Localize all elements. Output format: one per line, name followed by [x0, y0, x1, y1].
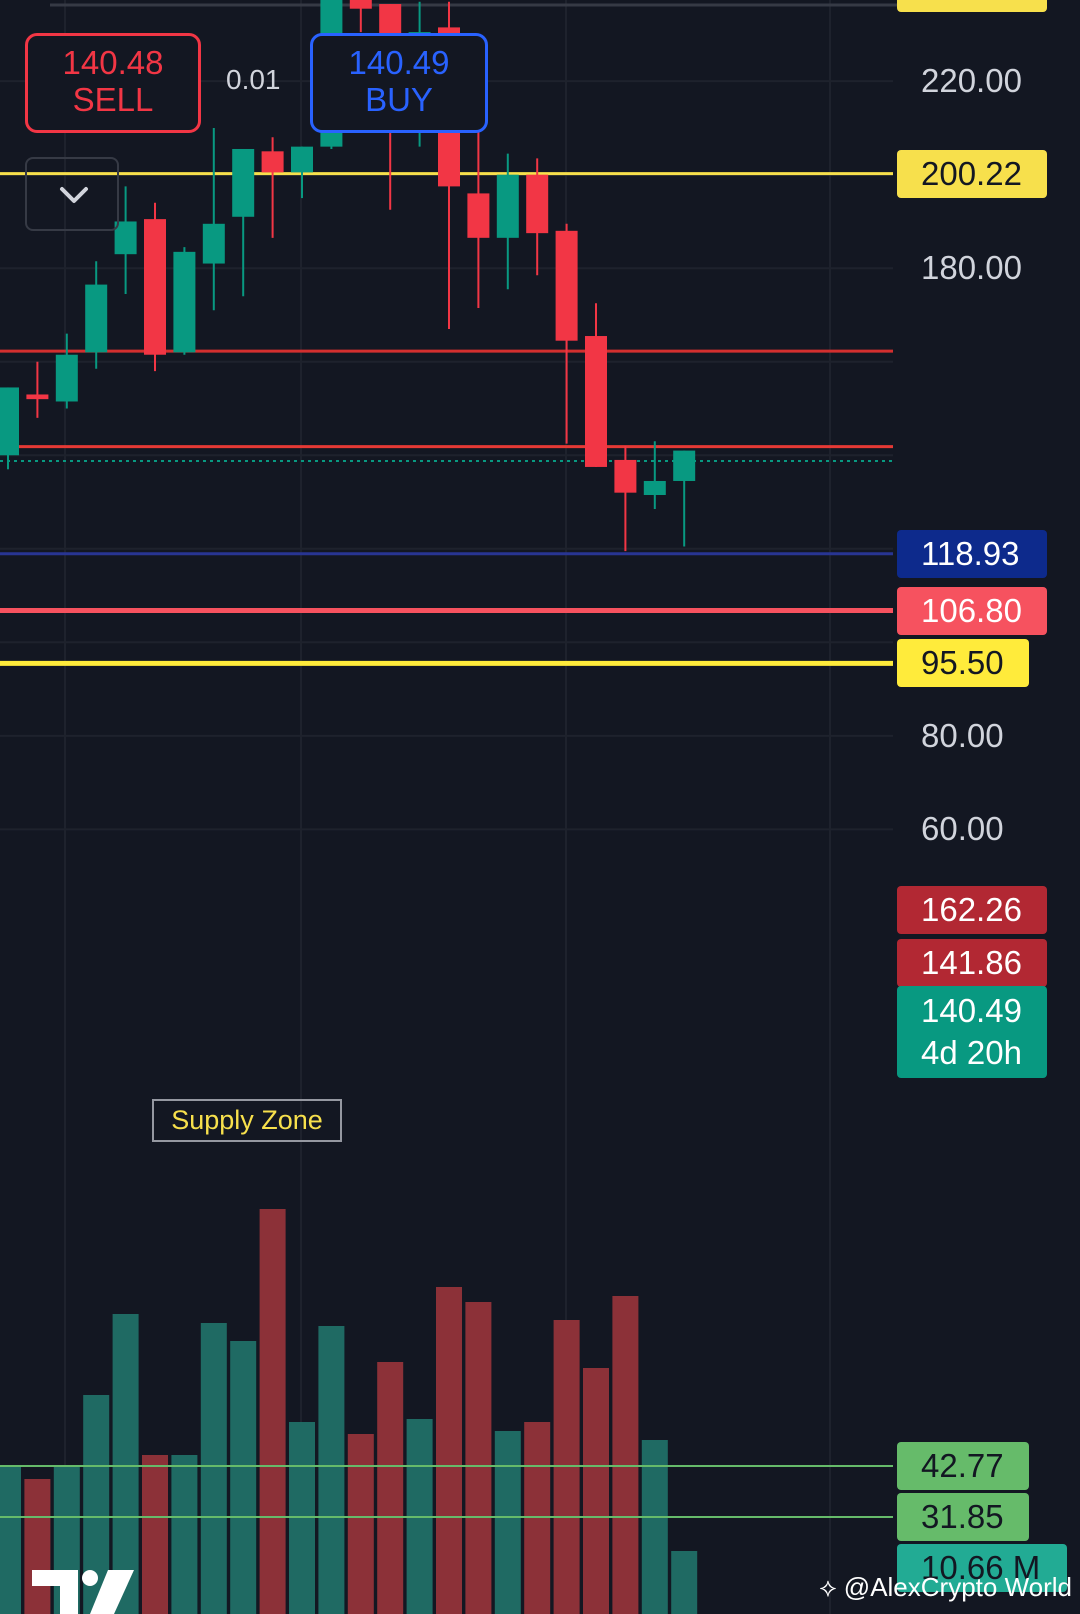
candle-body: [26, 394, 49, 400]
volume-bar: [142, 1455, 168, 1614]
candle-body: [261, 151, 284, 173]
level-price-badge: 106.80: [897, 586, 1047, 635]
volume-bar: [24, 1479, 51, 1614]
volume-bar: [112, 1314, 139, 1614]
volume-bar: [347, 1434, 374, 1614]
candle-body: [673, 450, 696, 481]
volume-bar: [318, 1326, 345, 1614]
volume-bar: [641, 1440, 668, 1614]
supply-zone-annotation[interactable]: Supply Zone: [152, 1099, 342, 1142]
watermark-text: @AlexCrypto World: [843, 1572, 1072, 1602]
volume-bar: [436, 1287, 462, 1614]
candle-body: [467, 193, 490, 238]
level-price-badge: 240.01: [897, 0, 1047, 12]
sell-price: 140.48: [62, 44, 164, 81]
volume-value-badge: 10.66 M: [897, 1544, 1067, 1592]
volume-bar: [494, 1431, 521, 1614]
price-tick-label: 60.00: [921, 810, 1004, 848]
volume-level-badge: 31.85: [897, 1493, 1029, 1541]
candle-body: [585, 336, 607, 467]
candle-body: [614, 459, 637, 493]
candle-body: [55, 354, 78, 402]
price-tick-label: 80.00: [921, 716, 1004, 754]
candle-body: [114, 221, 137, 255]
level-price-badge: 118.93: [897, 529, 1047, 578]
buy-label: BUY: [365, 81, 433, 118]
volume-level-badge: 42.77: [897, 1442, 1029, 1490]
candle-body: [643, 480, 666, 496]
volume-bar: [171, 1455, 198, 1614]
buy-button[interactable]: 140.49 BUY: [310, 33, 488, 133]
volume-bar: [671, 1551, 698, 1614]
volume-bar: [259, 1209, 286, 1614]
level-price-badge: 141.86: [897, 939, 1047, 987]
candle-body: [202, 223, 225, 264]
buy-price: 140.49: [348, 44, 450, 81]
candle-countdown: 4d 20h: [921, 1034, 1022, 1071]
candle-body: [173, 251, 196, 353]
candle-body: [144, 219, 166, 355]
price-tick-label: 220.00: [921, 62, 1022, 100]
level-price-badge: 200.22: [897, 149, 1047, 198]
volume-bar: [612, 1296, 639, 1614]
volume-bar: [377, 1362, 404, 1614]
candle-body: [291, 146, 313, 173]
candle-body: [0, 387, 19, 456]
chevron-down-icon: [60, 187, 88, 203]
collapse-panel-button[interactable]: [25, 157, 119, 231]
volume-bars: [0, 1209, 893, 1614]
watermark: ⟡ @AlexCrypto World: [819, 1572, 1072, 1604]
price-tick-label: 180.00: [921, 249, 1022, 287]
candle-body: [496, 174, 519, 238]
volume-bar: [230, 1341, 257, 1614]
volume-bar: [583, 1368, 609, 1614]
level-price-badge: 95.50: [897, 639, 1029, 688]
sell-button[interactable]: 140.48 SELL: [25, 33, 201, 133]
candle-body: [555, 230, 578, 341]
level-price-badge: 162.26: [897, 886, 1047, 934]
candle-body: [85, 284, 108, 353]
tradingview-logo-icon: [32, 1570, 134, 1614]
candle-body: [526, 174, 549, 234]
volume-bar: [0, 1467, 21, 1614]
candle-body: [232, 148, 255, 217]
volume-bar: [200, 1323, 227, 1614]
candle-body: [349, 0, 372, 9]
current-price-badge: 140.49 4d 20h: [897, 986, 1047, 1078]
sell-label: SELL: [72, 81, 154, 118]
volume-bar: [465, 1302, 492, 1614]
diamond-icon: ⟡: [819, 1572, 837, 1602]
current-price-value: 140.49: [921, 992, 1022, 1029]
spread-value: 0.01: [226, 64, 281, 95]
horizontal-levels: [0, 172, 893, 666]
